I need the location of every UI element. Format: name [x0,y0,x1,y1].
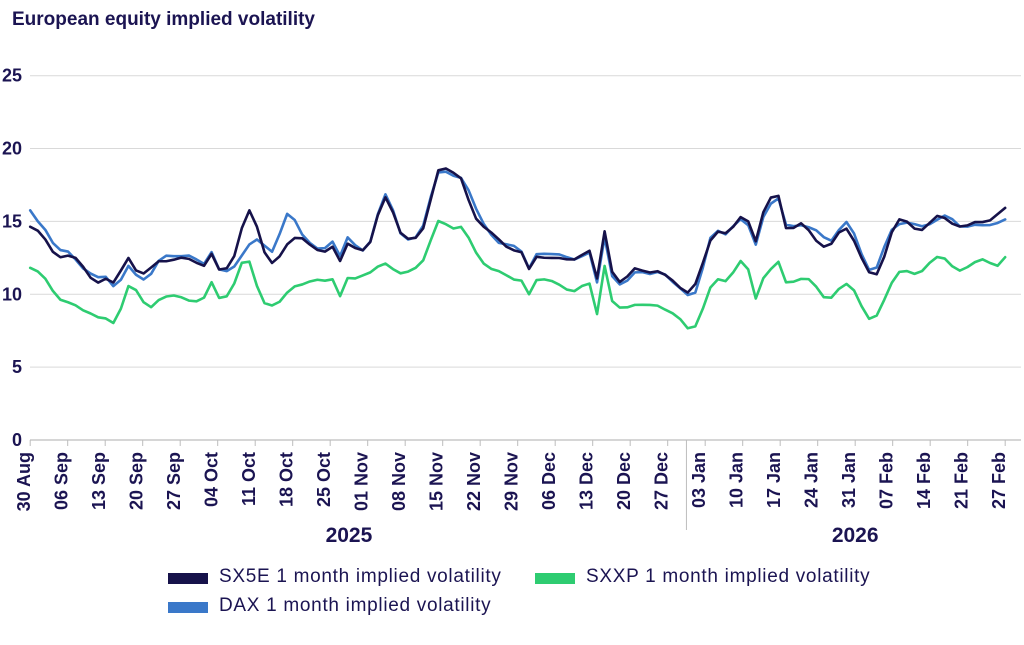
svg-text:06 Dec: 06 Dec [539,452,559,510]
svg-text:2026: 2026 [832,524,879,547]
svg-text:24 Jan: 24 Jan [802,452,822,508]
svg-text:11 Oct: 11 Oct [239,452,259,506]
svg-text:SX5E 1 month implied volatilit: SX5E 1 month implied volatility [219,566,502,587]
svg-text:0: 0 [12,430,22,450]
svg-text:17 Jan: 17 Jan [764,452,784,508]
svg-text:21 Feb: 21 Feb [952,452,972,509]
svg-text:DAX 1 month implied volatility: DAX 1 month implied volatility [219,595,491,616]
svg-text:22 Nov: 22 Nov [464,452,484,511]
svg-text:13 Sep: 13 Sep [89,452,109,510]
svg-text:04 Oct: 04 Oct [202,452,222,507]
svg-text:27 Sep: 27 Sep [164,452,184,510]
svg-text:25 Oct: 25 Oct [314,452,334,507]
svg-text:01 Nov: 01 Nov [352,452,372,511]
svg-text:20 Sep: 20 Sep [127,452,147,510]
svg-text:18 Oct: 18 Oct [277,452,297,507]
svg-text:5: 5 [12,357,22,377]
svg-text:29 Nov: 29 Nov [502,452,522,511]
svg-text:14 Feb: 14 Feb [914,452,934,509]
svg-text:2025: 2025 [326,524,373,547]
svg-text:10 Jan: 10 Jan [727,452,747,508]
svg-text:27 Feb: 27 Feb [989,452,1009,509]
svg-text:08 Nov: 08 Nov [389,452,409,511]
svg-text:10: 10 [2,284,22,304]
svg-text:06 Sep: 06 Sep [52,452,72,510]
svg-text:13 Dec: 13 Dec [577,452,597,510]
svg-text:30 Aug: 30 Aug [14,452,34,511]
svg-text:15 Nov: 15 Nov [427,452,447,511]
svg-text:25: 25 [2,66,22,86]
svg-text:15: 15 [2,211,22,231]
svg-text:SXXP 1 month implied volatilit: SXXP 1 month implied volatility [586,566,870,587]
svg-text:07 Feb: 07 Feb [877,452,897,509]
svg-text:20 Dec: 20 Dec [614,452,634,510]
svg-text:03 Jan: 03 Jan [689,452,709,508]
svg-text:31 Jan: 31 Jan [839,452,859,508]
svg-text:27 Dec: 27 Dec [652,452,672,510]
svg-text:20: 20 [2,139,22,159]
